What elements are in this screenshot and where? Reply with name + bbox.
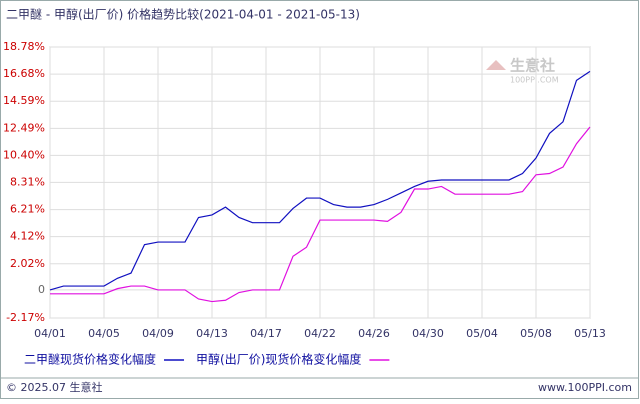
y-tick-label: 18.78% [3, 40, 45, 53]
x-tick-label: 04/01 [34, 327, 66, 340]
y-tick-label: 12.49% [3, 121, 45, 134]
chart-title: 二甲醚 - 甲醇(出厂价) 价格趋势比较(2021-04-01 - 2021-0… [6, 7, 360, 22]
footer-left: © 2025.07 生意社 [6, 380, 102, 394]
y-tick-label: 0 [38, 283, 45, 296]
y-tick-label: 2.02% [10, 257, 45, 270]
x-tick-label: 05/13 [574, 327, 606, 340]
x-tick-label: 05/04 [466, 327, 498, 340]
legend-label: 二甲醚现货价格变化幅度 [24, 352, 156, 367]
watermark-name: 生意社 [510, 57, 555, 75]
x-tick-label: 04/17 [250, 327, 282, 340]
x-tick-label: 04/13 [196, 327, 228, 340]
x-tick-label: 04/30 [412, 327, 444, 340]
y-tick-label: -2.17% [6, 311, 45, 324]
y-tick-label: 4.12% [10, 230, 45, 243]
x-tick-label: 04/26 [358, 327, 390, 340]
series-line [49, 70, 591, 291]
y-tick-label: 8.31% [10, 175, 45, 188]
watermark-site: 100PPI.COM [510, 76, 559, 85]
footer-right: www.100PPI.com [538, 381, 632, 394]
x-tick-label: 04/05 [88, 327, 120, 340]
x-tick-label: 05/08 [520, 327, 552, 340]
y-tick-label: 6.21% [10, 203, 45, 216]
y-tick-label: 16.68% [3, 67, 45, 80]
legend-label: 甲醇(出厂价)现货价格变化幅度 [196, 352, 361, 367]
series-line [50, 126, 591, 303]
y-tick-label: 10.40% [3, 148, 45, 161]
y-tick-label: 14.59% [3, 94, 45, 107]
watermark-logo [486, 60, 506, 70]
x-tick-label: 04/22 [304, 327, 336, 340]
x-tick-label: 04/09 [142, 327, 174, 340]
